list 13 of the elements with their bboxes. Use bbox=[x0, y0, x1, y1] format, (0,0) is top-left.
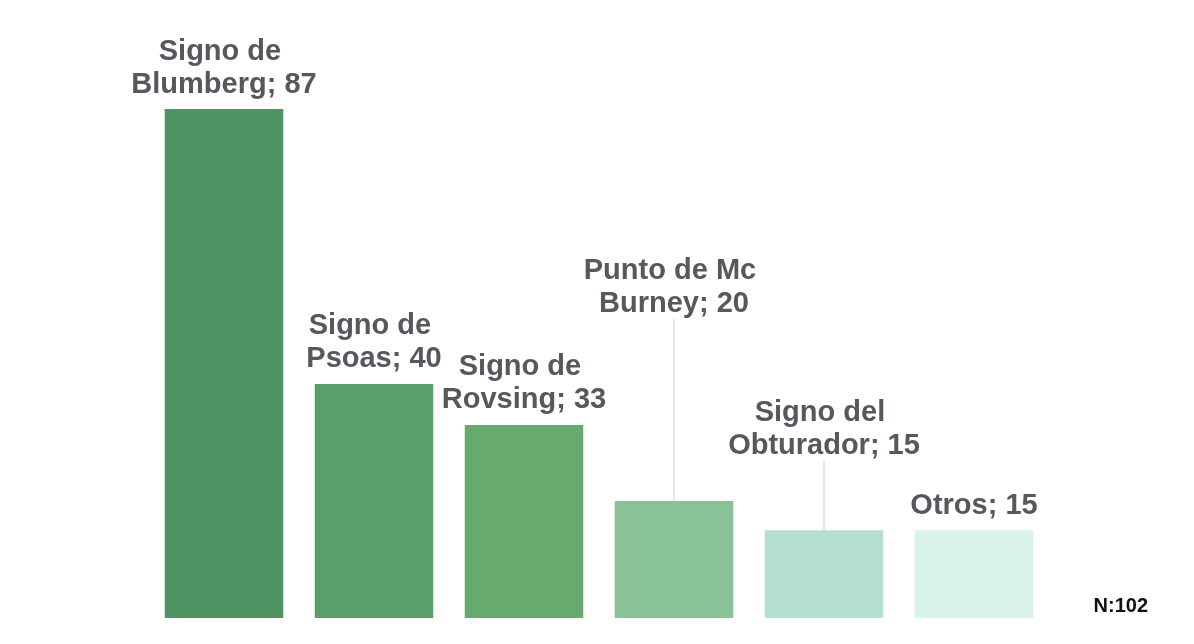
data-label: Signo de Blumberg; 87 bbox=[131, 33, 317, 99]
bar bbox=[464, 424, 584, 618]
bar bbox=[764, 530, 884, 618]
data-label: Punto de Mc Burney; 20 bbox=[583, 253, 765, 319]
data-label: Signo de Rovsing; 33 bbox=[441, 349, 607, 415]
data-label: Signo del Obturador; 15 bbox=[728, 394, 920, 460]
bar bbox=[914, 530, 1034, 618]
bar bbox=[314, 383, 434, 618]
data-label: Signo de Psoas; 40 bbox=[306, 308, 442, 374]
text: N:102 bbox=[1093, 594, 1149, 616]
bar bbox=[614, 500, 734, 618]
data-label: Otros; 15 bbox=[910, 487, 1038, 520]
bar bbox=[164, 109, 284, 618]
